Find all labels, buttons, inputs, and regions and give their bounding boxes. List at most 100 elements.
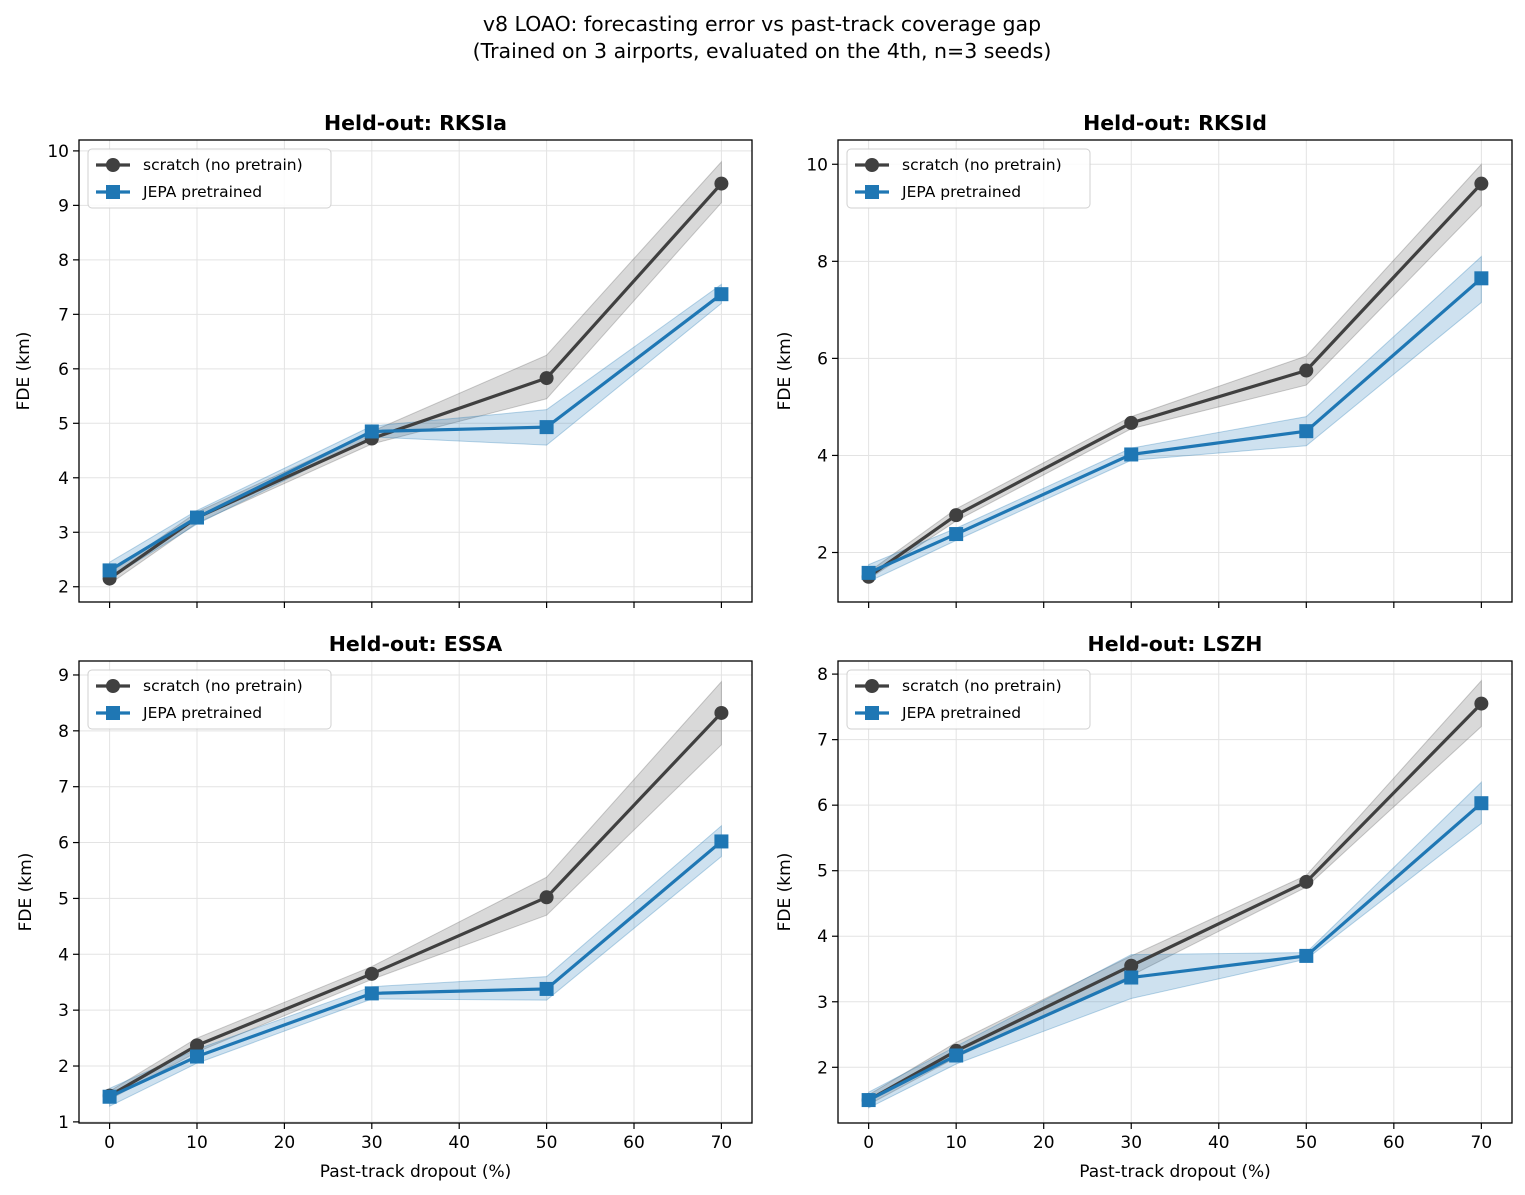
chart-panel-4: 0 10 20 30 40 50 60 70 2 3 4 5 6 7 8 Held-out: LSZH FDE …: [775, 632, 1513, 1182]
y-tick-label: 3: [58, 523, 69, 543]
panel-title: Held-out: RKSId: [1083, 111, 1267, 135]
y-tick-label: 3: [58, 1001, 69, 1021]
data-point: [1474, 796, 1489, 811]
x-tick-label: 30: [1120, 1133, 1142, 1153]
data-point: [539, 420, 554, 435]
legend: scratch (no pretrain) JEPA pretrained: [846, 148, 1091, 209]
y-tick-label: 6: [817, 349, 828, 369]
axes-frame: [78, 660, 753, 1124]
legend-marker: [865, 679, 879, 693]
data-point: [1474, 271, 1489, 286]
y-tick-label: 9: [58, 666, 69, 686]
data-point: [1299, 874, 1314, 889]
legend-marker: [865, 158, 879, 172]
legend-label: JEPA pretrained: [901, 183, 1021, 201]
y-tick-label: 10: [806, 155, 828, 175]
y-tick-label: 10: [47, 142, 69, 162]
data-point: [949, 1048, 964, 1063]
legend-box: [846, 669, 1091, 730]
data-point: [1124, 415, 1139, 430]
y-tick-label: 2: [58, 578, 69, 598]
y-tick-label: 7: [58, 778, 69, 798]
legend-label: JEPA pretrained: [901, 704, 1021, 722]
legend-box: [87, 148, 332, 209]
data-point: [364, 424, 379, 439]
data-point: [539, 371, 554, 386]
data-point: [102, 563, 117, 578]
data-point: [189, 510, 204, 525]
legend-label: JEPA pretrained: [142, 704, 262, 722]
legend-marker: [106, 679, 120, 693]
x-tick-label: 50: [1295, 1133, 1317, 1153]
legend-marker: [106, 185, 120, 199]
data-point: [539, 890, 554, 905]
plot-area: [838, 140, 1512, 602]
y-tick-label: 2: [58, 1057, 69, 1077]
legend-label: JEPA pretrained: [142, 183, 262, 201]
x-tick-label: 60: [623, 1133, 645, 1153]
y-tick-label: 8: [817, 252, 828, 272]
legend-label: scratch (no pretrain): [902, 156, 1062, 174]
x-tick-label: 20: [1033, 1133, 1055, 1153]
panel-title: Held-out: RKSIa: [324, 111, 507, 135]
data-point: [364, 966, 379, 981]
y-tick-label: 3: [817, 993, 828, 1013]
data-point: [714, 705, 729, 720]
y-tick-label: 4: [817, 446, 828, 466]
figure-title-line2: (Trained on 3 airports, evaluated on the…: [473, 39, 1052, 63]
chart-panel-1: 2 3 4 5 6 7 8 9 10 Held-out: RKSIa FDE (km) scratch…: [14, 111, 753, 608]
legend-label: scratch (no pretrain): [143, 677, 303, 695]
data-point: [1299, 424, 1314, 439]
x-tick-label: 70: [1471, 1133, 1493, 1153]
y-tick-label: 4: [58, 469, 69, 489]
data-point: [1124, 447, 1139, 462]
y-tick-label: 8: [817, 665, 828, 685]
y-tick-label: 5: [58, 414, 69, 434]
panel-title: Held-out: ESSA: [329, 632, 503, 656]
series-band-1: [868, 162, 1482, 581]
y-tick-label: 9: [58, 196, 69, 216]
data-point: [861, 565, 876, 580]
chart-panel-2: 2 4 6 8 10 Held-out: RKSId FDE (km) scratch (no…: [775, 111, 1513, 608]
plot-area: [79, 140, 752, 602]
data-point: [714, 176, 729, 191]
figure-title-line1: v8 LOAO: forecasting error vs past-track…: [483, 12, 1041, 36]
x-axis-label: Past-track dropout (%): [1079, 1162, 1271, 1182]
data-point: [1299, 948, 1314, 963]
legend-label: scratch (no pretrain): [902, 677, 1062, 695]
series-band-1: [868, 679, 1482, 1106]
x-tick-label: 20: [274, 1133, 296, 1153]
y-tick-label: 8: [58, 251, 69, 271]
y-tick-label: 5: [817, 862, 828, 882]
x-tick-label: 10: [945, 1133, 967, 1153]
chart-panel-3: 0 10 20 30 40 50 60 70 1 2 3 4 5 6 7 8 9 Held-out: ESSA FD…: [16, 632, 753, 1182]
data-point: [714, 287, 729, 302]
plot-area: [838, 661, 1512, 1123]
y-tick-label: 2: [817, 1058, 828, 1078]
legend-box: [846, 148, 1091, 209]
y-tick-label: 4: [817, 927, 828, 947]
data-point: [1299, 363, 1314, 378]
x-tick-label: 50: [536, 1133, 558, 1153]
data-point: [1474, 176, 1489, 191]
data-point: [1124, 970, 1139, 985]
y-tick-label: 7: [58, 305, 69, 325]
legend-marker: [865, 706, 879, 720]
series-band-2: [109, 824, 722, 1108]
legend: scratch (no pretrain) JEPA pretrained: [87, 148, 332, 209]
y-tick-label: 4: [58, 945, 69, 965]
legend-box: [87, 669, 332, 730]
data-point: [1124, 958, 1139, 973]
axes-frame: [78, 139, 753, 603]
data-point: [102, 1089, 117, 1104]
data-point: [1474, 696, 1489, 711]
y-tick-label: 2: [817, 544, 828, 564]
data-point: [714, 834, 729, 849]
series-band-2: [868, 255, 1482, 583]
legend: scratch (no pretrain) JEPA pretrained: [87, 669, 332, 730]
y-tick-label: 1: [58, 1113, 69, 1133]
y-tick-label: 8: [58, 722, 69, 742]
data-point: [861, 1093, 876, 1108]
y-axis-label: FDE (km): [16, 853, 36, 932]
